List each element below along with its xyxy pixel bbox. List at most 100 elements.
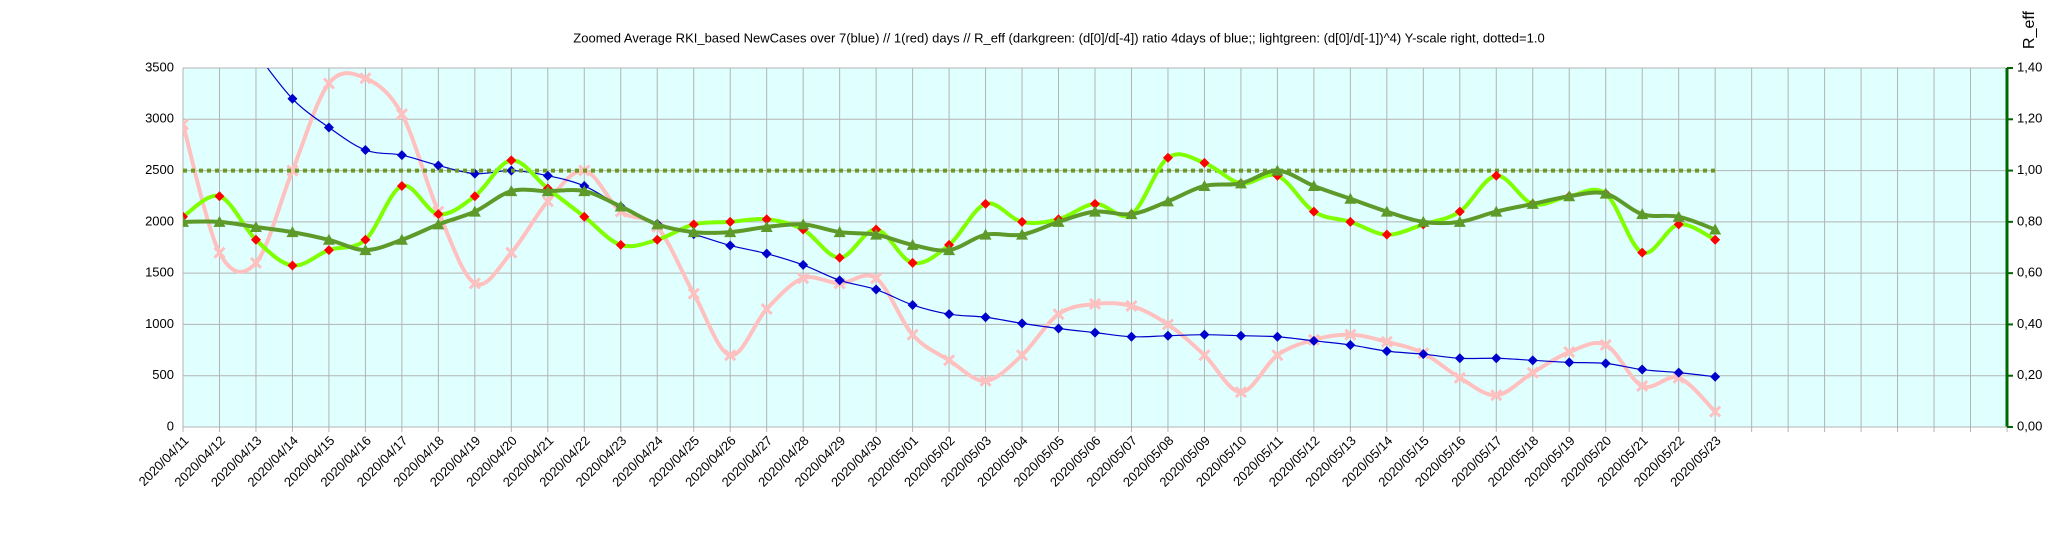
marker-diamond [1162,152,1173,163]
marker-triangle [1709,223,1722,235]
marker-triangle [1016,228,1029,240]
marker-diamond [1017,318,1028,329]
marker-x [1234,386,1247,399]
marker-x [724,349,737,362]
y2-tick-label: 0,80 [2017,213,2042,228]
marker-diamond [1053,323,1064,334]
marker-x [1052,308,1065,321]
marker-diamond [1345,216,1356,227]
marker-diamond [980,198,991,209]
marker-diamond [1090,198,1100,209]
marker-triangle [1672,210,1685,222]
marker-triangle [1563,190,1576,202]
marker-diamond [907,257,918,268]
marker-x [1198,349,1211,362]
y-tick-label: 1500 [145,265,174,280]
marker-diamond [323,122,334,133]
y-tick-label: 3500 [145,59,174,74]
marker-diamond [1637,247,1648,258]
y-tick-label: 2000 [145,213,174,228]
marker-diamond [944,309,955,320]
marker-x [1563,346,1576,359]
marker-diamond [1199,157,1210,168]
marker-triangle [1198,179,1211,191]
marker-triangle [468,205,481,217]
marker-diamond [433,209,444,220]
marker-x [943,354,956,367]
marker-triangle [760,220,773,232]
y-tick-label: 500 [152,367,174,382]
marker-triangle [1052,215,1065,227]
marker-diamond [1710,234,1721,245]
marker-triangle [286,226,299,238]
marker-x [687,287,700,300]
marker-diamond [725,216,736,227]
marker-x [1271,349,1284,362]
y-tick-label: 3000 [145,111,174,126]
marker-triangle [432,218,445,230]
marker-x [183,118,190,131]
marker-diamond [1564,357,1575,368]
marker-triangle [1234,177,1247,189]
marker-diamond [250,234,261,245]
marker-diamond [761,248,772,259]
marker-diamond [1381,346,1392,357]
marker-x [249,256,263,269]
marker-x [1453,371,1466,384]
marker-triangle [906,238,919,250]
marker-x [1344,328,1357,341]
marker-triangle [249,220,262,232]
series-layer [183,68,1722,418]
y2-tick-label: 1,20 [2017,111,2042,126]
y2-tick-label: 0,40 [2017,316,2042,331]
marker-x [213,246,226,259]
marker-diamond [1272,331,1283,342]
marker-triangle [943,244,956,256]
marker-diamond [214,191,225,202]
marker-triangle [870,228,883,240]
marker-diamond [798,259,809,270]
marker-x [797,272,810,285]
marker-diamond [506,155,517,166]
y2-tick-label: 0,60 [2017,265,2042,280]
marker-diamond [1600,358,1611,369]
marker-triangle [833,226,846,238]
y-tick-label: 2500 [145,162,174,177]
marker-diamond [1345,339,1356,350]
y2-tick-label: 0,00 [2017,418,2042,433]
marker-x [395,108,408,121]
marker-diamond [579,211,590,222]
marker-x [760,302,773,316]
y-tick-label: 0 [167,418,174,433]
marker-triangle [687,226,700,238]
marker-diamond [834,252,845,263]
marker-x [541,195,554,208]
marker-diamond [469,191,480,202]
marker-triangle [614,200,627,212]
marker-triangle [1161,195,1174,207]
marker-diamond [287,93,298,104]
marker-diamond [1454,353,1465,364]
marker-x [1125,299,1138,313]
marker-x [359,72,372,85]
marker-diamond [1454,206,1465,217]
chart-title: Zoomed Average RKI_based NewCases over 7… [573,30,1544,45]
marker-triangle [1271,164,1284,176]
marker-diamond [323,245,334,256]
marker-x [1015,349,1029,362]
marker-diamond [433,160,444,171]
marker-diamond [688,219,699,230]
marker-diamond [1491,170,1502,181]
marker-diamond [1527,355,1538,366]
marker-triangle [1526,197,1539,209]
y2-tick-label: 1,40 [2017,59,2042,74]
marker-triangle [1636,208,1649,220]
marker-x [1088,297,1102,310]
marker-triangle [1089,205,1101,217]
marker-x [1490,389,1503,402]
marker-triangle [651,218,664,230]
marker-diamond [1381,229,1392,240]
marker-x [979,374,992,387]
